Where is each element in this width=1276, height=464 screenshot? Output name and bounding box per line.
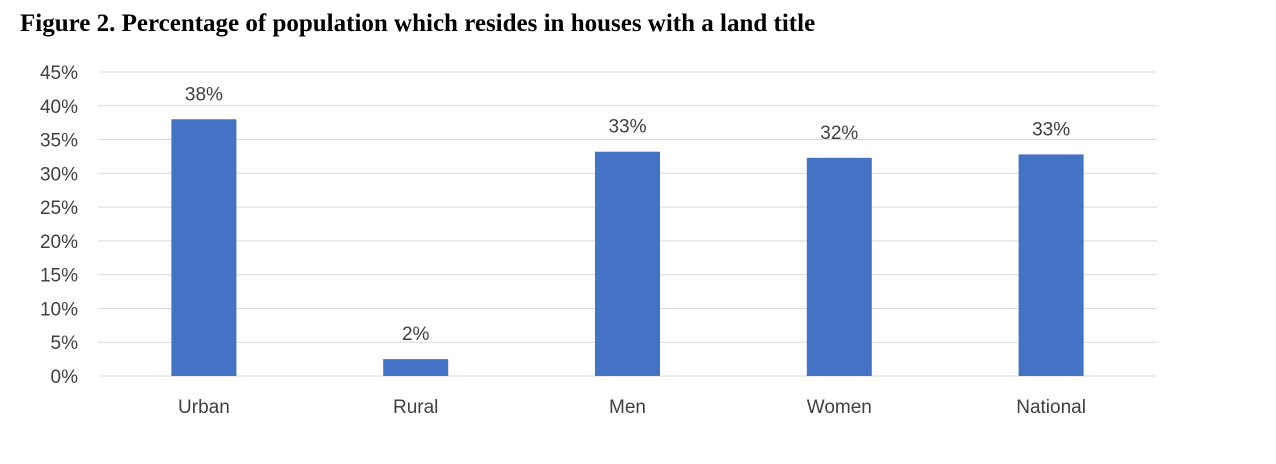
bar-national — [1018, 154, 1084, 376]
y-tick-label: 20% — [40, 232, 78, 253]
data-label-urban: 38% — [185, 84, 223, 105]
y-tick-label: 5% — [51, 333, 79, 354]
chart-title: Figure 2. Percentage of population which… — [20, 10, 816, 37]
data-label-women: 32% — [820, 123, 858, 144]
x-category-label: Rural — [393, 397, 438, 418]
bar-women — [806, 157, 872, 376]
y-tick-label: 25% — [40, 198, 78, 219]
bars — [171, 119, 1084, 377]
x-category-label: Men — [609, 397, 646, 418]
data-label-men: 33% — [608, 117, 646, 138]
y-tick-label: 35% — [40, 131, 78, 152]
y-tick-label: 40% — [40, 97, 78, 118]
data-label-national: 33% — [1032, 119, 1070, 140]
data-labels: 38% 2% 33% 32% 33% — [185, 84, 1070, 345]
bar-men — [595, 151, 660, 376]
y-axis-tick-labels: 0% 5% 10% 15% 20% 25% 30% 35% 40% 45% — [40, 63, 78, 388]
x-category-label: National — [1016, 397, 1086, 418]
y-tick-label: 30% — [40, 164, 78, 185]
data-label-rural: 2% — [402, 324, 430, 345]
bar-urban — [171, 119, 237, 377]
y-tick-label: 0% — [51, 367, 79, 388]
y-tick-label: 15% — [40, 266, 78, 287]
x-category-label: Women — [807, 397, 872, 418]
bar-rural — [383, 359, 449, 376]
x-axis-category-labels: Urban Rural Men Women National — [178, 397, 1086, 418]
x-category-label: Urban — [178, 397, 230, 418]
y-tick-label: 10% — [40, 299, 78, 320]
y-tick-label: 45% — [40, 63, 78, 84]
